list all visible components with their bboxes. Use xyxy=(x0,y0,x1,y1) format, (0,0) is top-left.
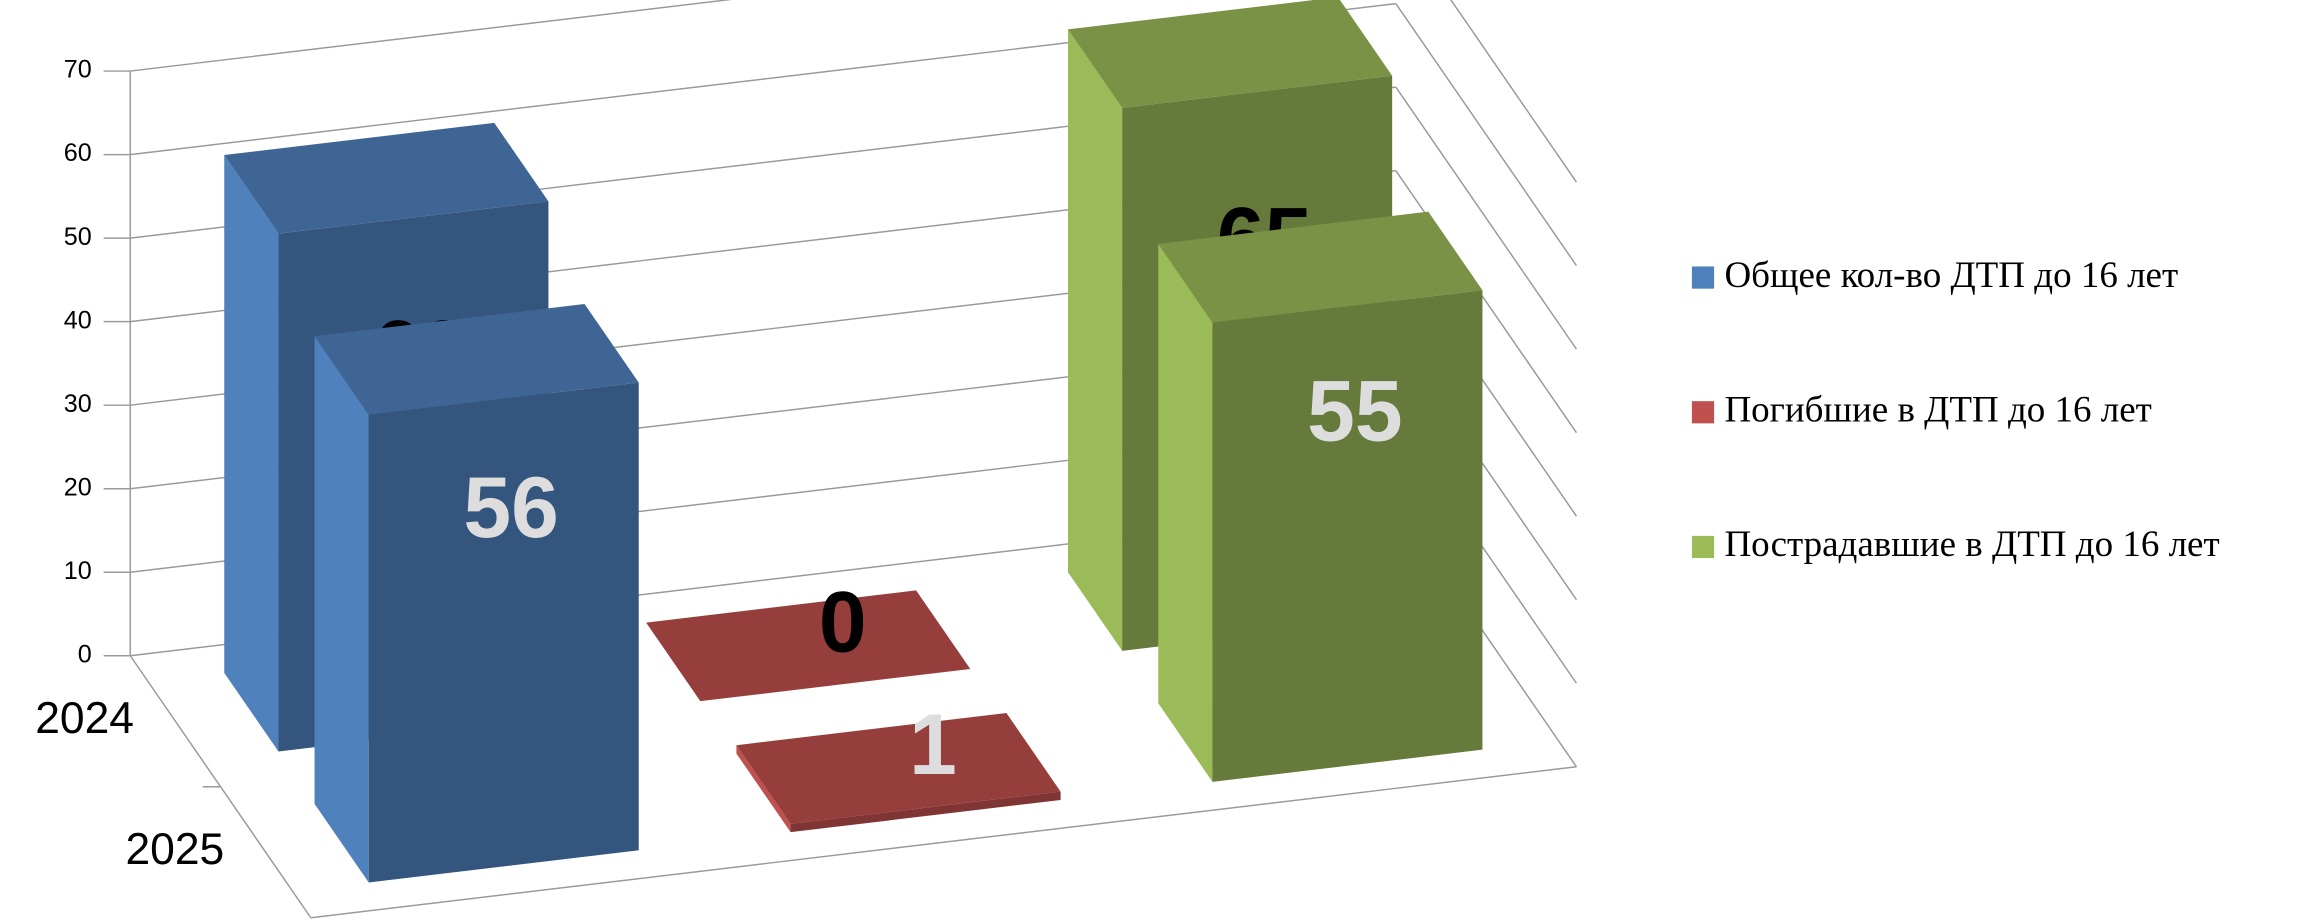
bar-front xyxy=(790,791,1061,833)
bar-top xyxy=(224,122,549,234)
grid-line xyxy=(1450,0,1578,183)
bar-side xyxy=(224,155,279,752)
value-label: 55 xyxy=(1307,363,1403,459)
grid-line xyxy=(1395,3,1578,267)
legend-swatch xyxy=(1691,266,1715,289)
y-tick-label: 60 xyxy=(64,139,92,167)
category-label: 2025 xyxy=(125,825,224,874)
bar-side xyxy=(314,336,369,883)
bar-top xyxy=(646,590,971,702)
category-label: 2024 xyxy=(35,694,134,743)
legend-label: Пострадавшие в ДТП до 16 лет xyxy=(1724,524,2219,565)
bar-top xyxy=(314,303,639,415)
legend-label: Погибшие в ДТП до 16 лет xyxy=(1724,389,2151,430)
bar-top xyxy=(1067,0,1393,108)
bar-side xyxy=(1158,243,1213,782)
bar-top xyxy=(736,713,1061,824)
bar-top xyxy=(1158,211,1483,323)
y-tick-label: 10 xyxy=(64,557,92,585)
grid-line xyxy=(1395,86,1578,350)
bar-side xyxy=(1067,29,1123,651)
legend-swatch xyxy=(1691,401,1715,424)
value-label: 1 xyxy=(909,697,957,793)
y-tick-label: 70 xyxy=(64,56,92,84)
y-tick-label: 20 xyxy=(64,473,92,501)
value-label: 0 xyxy=(819,574,867,670)
y-tick-label: 40 xyxy=(64,306,92,334)
bar-side xyxy=(736,745,791,833)
bar-front xyxy=(368,382,639,883)
value-label: 56 xyxy=(463,460,559,556)
y-tick-label: 50 xyxy=(64,223,92,251)
grid-line xyxy=(130,0,733,72)
y-tick-label: 0 xyxy=(78,640,92,668)
floor-edge xyxy=(310,766,1577,919)
y-tick-label: 30 xyxy=(64,390,92,418)
legend-swatch xyxy=(1691,535,1715,559)
bar-front xyxy=(1212,290,1483,782)
legend-label: Общее кол-во ДТП до 16 лет xyxy=(1724,255,2178,296)
